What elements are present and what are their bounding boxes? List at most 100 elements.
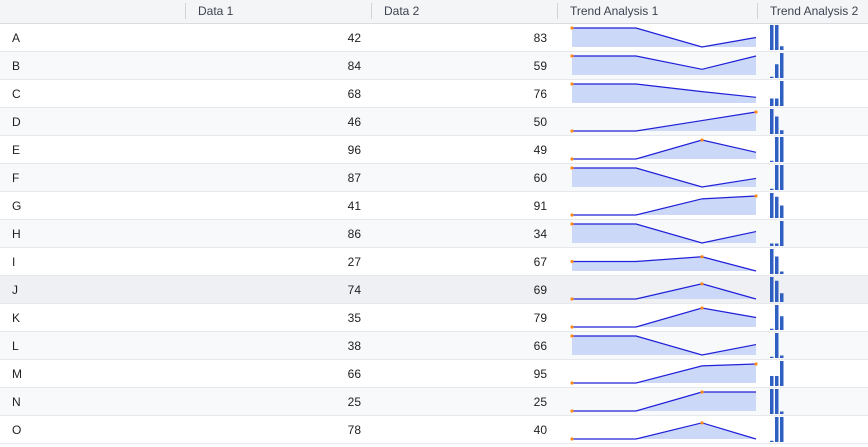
table-row[interactable]: B 84 59 [0, 52, 868, 80]
trend-bar [775, 137, 779, 162]
trend-bar-sparkline [770, 305, 784, 330]
table-row[interactable]: A 42 83 [0, 24, 868, 52]
trend-bar [780, 316, 784, 330]
trend-bar [775, 256, 779, 274]
table-row[interactable]: E 96 49 [0, 136, 868, 164]
row-name: C [12, 87, 21, 101]
trend-sparkline [570, 306, 757, 329]
table-row[interactable]: N 25 25 [0, 388, 868, 416]
trend-bar-sparkline [770, 193, 784, 218]
sparkline-max-marker [700, 255, 704, 259]
sparkline-line [572, 283, 757, 300]
data-1-value: 87 [347, 171, 361, 185]
data-1-value: 27 [347, 255, 361, 269]
trend-bar [770, 356, 774, 358]
data-1-value: 66 [347, 367, 361, 381]
data-2-value: 79 [533, 311, 547, 325]
trend-sparkline [570, 282, 757, 301]
trend-bar [780, 130, 784, 134]
table-row[interactable]: M 66 95 [0, 360, 868, 388]
table-row[interactable]: L 38 66 [0, 332, 868, 360]
trend-sparkline [570, 138, 757, 161]
trend-bar [775, 116, 779, 134]
trend-bar [770, 25, 774, 50]
data-2-value: 91 [533, 199, 547, 213]
trend-bar-sparkline [770, 53, 784, 78]
sparkline-area [572, 112, 756, 131]
sparkline-first-marker [570, 157, 574, 161]
data-2-value: 66 [533, 339, 547, 353]
trend-bar [770, 98, 774, 106]
row-name: L [12, 339, 19, 353]
sparkline-area [572, 84, 756, 103]
trend-bar [780, 417, 784, 442]
header-data-2[interactable]: Data 2 [384, 4, 420, 18]
sparkline-area [572, 168, 756, 187]
sparkline-first-marker [570, 325, 574, 329]
sparkline-first-marker [570, 213, 574, 217]
row-name: O [12, 423, 22, 437]
trend-bar-sparkline [770, 333, 784, 358]
sparkline-first-marker [570, 166, 574, 170]
sparkline-line [572, 363, 757, 384]
sparkline-line [572, 307, 757, 328]
trend-bar [775, 243, 779, 246]
column-resize-handle[interactable] [557, 3, 558, 19]
row-name: B [12, 59, 21, 73]
column-resize-handle[interactable] [185, 3, 186, 19]
trend-bar [770, 376, 774, 386]
row-name: J [12, 283, 18, 297]
trend-sparkline [570, 390, 756, 413]
table-row[interactable]: D 46 50 [0, 108, 868, 136]
table-row[interactable]: G 41 91 [0, 192, 868, 220]
trend-bar [775, 376, 779, 386]
trend-bar [775, 25, 779, 50]
trend-bar [780, 361, 784, 386]
trend-bar [780, 205, 784, 218]
trend-bar-sparkline [770, 109, 784, 134]
table-row[interactable]: C 68 76 [0, 80, 868, 108]
table-row[interactable]: J 74 69 [0, 276, 868, 304]
row-name: A [12, 31, 21, 45]
column-resize-handle[interactable] [757, 3, 758, 19]
table-row[interactable]: I 27 67 [0, 248, 868, 276]
sparkline-max-marker [754, 362, 758, 366]
table-row[interactable]: F 87 60 [0, 164, 868, 192]
data-1-value: 96 [347, 143, 361, 157]
sparkline-first-marker [570, 259, 574, 264]
column-resize-handle[interactable] [371, 3, 372, 19]
trend-bar [770, 249, 774, 274]
sparkline-max-marker [754, 110, 758, 114]
sparkline-line [572, 111, 757, 132]
data-1-value: 46 [347, 115, 361, 129]
trend-bar [780, 81, 784, 106]
trend-bar [770, 109, 774, 134]
row-name: M [12, 367, 22, 381]
sparkline-first-marker [570, 334, 574, 338]
trend-sparkline [570, 421, 757, 441]
data-1-value: 84 [347, 59, 361, 73]
sparkline-max-marker [700, 390, 704, 394]
table-row[interactable]: O 78 40 [0, 416, 868, 444]
trend-bar [770, 76, 774, 78]
data-2-value: 83 [533, 31, 547, 45]
sparkline-area [572, 196, 756, 215]
trend-bar-sparkline [770, 81, 784, 106]
trend-bar-sparkline [770, 277, 784, 302]
header-trend-analysis-2[interactable]: Trend Analysis 2 [770, 4, 859, 18]
sparkline-area [572, 224, 756, 243]
data-1-value: 35 [347, 311, 361, 325]
data-1-value: 78 [347, 423, 361, 437]
trend-sparkline [570, 362, 758, 385]
trend-bar-sparkline [770, 361, 784, 386]
table-row[interactable]: H 86 34 [0, 220, 868, 248]
trend-bar-sparkline [770, 165, 784, 190]
trend-bar [770, 440, 774, 442]
data-2-value: 60 [533, 171, 547, 185]
header-data-1[interactable]: Data 1 [198, 4, 234, 18]
header-trend-analysis-1[interactable]: Trend Analysis 1 [570, 4, 659, 18]
sparkline-first-marker [570, 409, 574, 413]
sparkline-line [572, 223, 757, 244]
table-row[interactable]: K 35 79 [0, 304, 868, 332]
